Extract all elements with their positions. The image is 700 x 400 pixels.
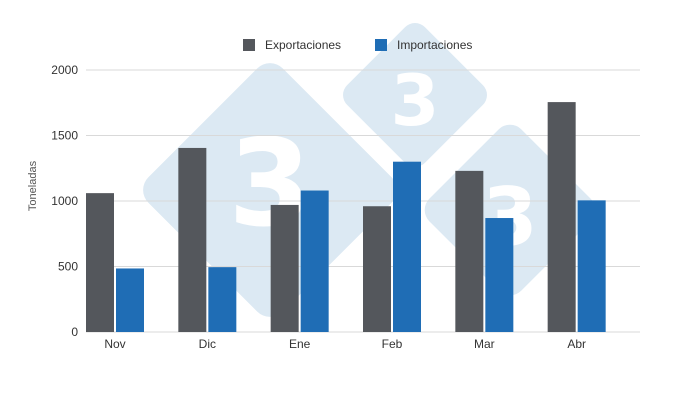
bar-importaciones-nov — [116, 268, 144, 332]
y-tick-label: 2000 — [51, 63, 78, 77]
x-tick-label: Abr — [567, 337, 586, 351]
x-tick-label: Dic — [199, 337, 216, 351]
bar-exportaciones-ene — [270, 204, 299, 332]
bar-exportaciones-nov — [86, 193, 114, 332]
x-axis-ticks: Nov Dic Ene Feb Mar Abr — [104, 337, 586, 351]
bar-importaciones-dic — [208, 267, 237, 332]
legend-swatch-exportaciones — [243, 39, 255, 51]
watermark-diamond-small — [343, 23, 487, 167]
y-tick-label: 1000 — [51, 194, 78, 208]
bars — [86, 102, 606, 332]
legend-label-importaciones: Importaciones — [397, 38, 472, 52]
bar-importaciones-mar — [485, 218, 514, 332]
bar-importaciones-feb — [393, 161, 421, 332]
x-tick-label: Mar — [474, 337, 495, 351]
x-tick-label: Ene — [289, 337, 311, 351]
legend-label-exportaciones: Exportaciones — [265, 38, 341, 52]
watermark-diamond-large — [143, 63, 397, 317]
x-tick-label: Feb — [382, 337, 403, 351]
bar-exportaciones-dic — [178, 147, 207, 332]
y-axis-label: Toneladas — [27, 160, 39, 211]
y-tick-label: 500 — [58, 260, 78, 274]
x-tick-label: Nov — [104, 337, 125, 351]
y-tick-label: 0 — [71, 325, 78, 339]
legend: Exportaciones Importaciones — [243, 38, 472, 52]
bar-exportaciones-abr — [547, 102, 576, 332]
y-axis-ticks: 0 500 1000 1500 2000 — [51, 63, 78, 339]
bar-exportaciones-mar — [455, 170, 484, 332]
bar-importaciones-abr — [577, 200, 606, 332]
legend-swatch-importaciones — [375, 39, 387, 51]
bar-importaciones-ene — [300, 190, 329, 332]
y-tick-label: 1500 — [51, 129, 78, 143]
watermark-number-small: 3 — [391, 60, 440, 142]
bar-exportaciones-feb — [363, 206, 391, 332]
